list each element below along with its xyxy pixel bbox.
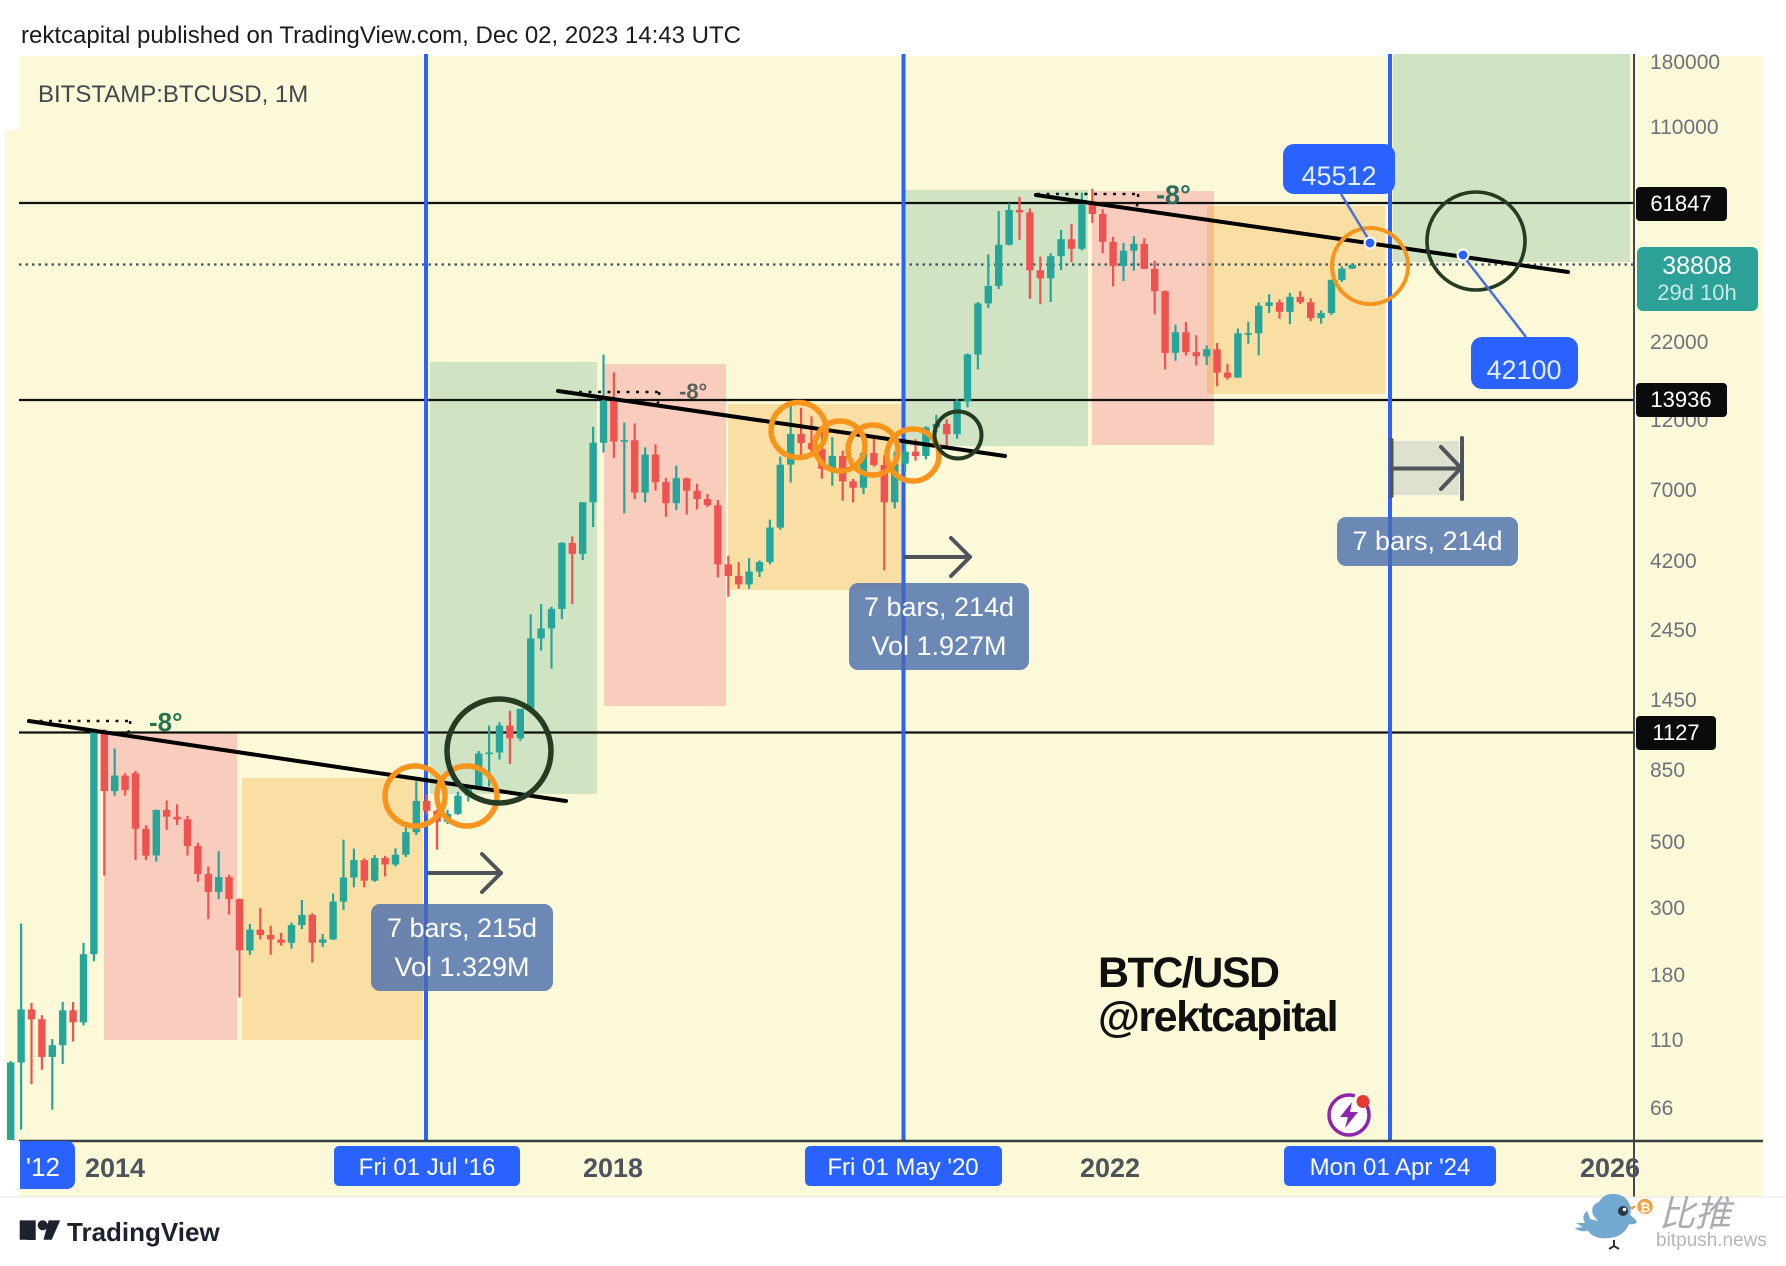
svg-text:2026: 2026 xyxy=(1580,1153,1640,1183)
svg-text:₿: ₿ xyxy=(1640,1200,1651,1215)
svg-text:Fri 01 May '20: Fri 01 May '20 xyxy=(827,1154,978,1181)
svg-text:7 bars, 214d: 7 bars, 214d xyxy=(864,592,1014,622)
svg-text:1450: 1450 xyxy=(1650,689,1697,712)
svg-text:180: 180 xyxy=(1650,964,1685,987)
svg-text:Vol 1.329M: Vol 1.329M xyxy=(394,952,529,982)
svg-text:TradingView: TradingView xyxy=(67,1217,220,1247)
svg-text:-8°: -8° xyxy=(679,379,707,404)
svg-text:7 bars, 214d: 7 bars, 214d xyxy=(1352,526,1502,556)
svg-text:@rektcapital: @rektcapital xyxy=(1098,993,1337,1041)
svg-text:Fri 01 Jul '16: Fri 01 Jul '16 xyxy=(359,1154,496,1181)
svg-text:42100: 42100 xyxy=(1486,355,1561,385)
svg-text:2014: 2014 xyxy=(85,1153,145,1183)
svg-text:-8°: -8° xyxy=(149,707,183,737)
svg-text:110: 110 xyxy=(1650,1029,1683,1052)
svg-text:2018: 2018 xyxy=(583,1153,643,1183)
svg-text:61847: 61847 xyxy=(1650,191,1711,216)
svg-text:BITSTAMP:BTCUSD, 1M: BITSTAMP:BTCUSD, 1M xyxy=(38,81,308,108)
svg-text:850: 850 xyxy=(1650,759,1685,782)
svg-text:Vol 1.927M: Vol 1.927M xyxy=(871,631,1006,661)
svg-text:29d 10h: 29d 10h xyxy=(1657,280,1737,305)
svg-text:4200: 4200 xyxy=(1650,550,1697,573)
svg-text:13936: 13936 xyxy=(1650,387,1711,412)
svg-text:180000: 180000 xyxy=(1650,51,1720,74)
svg-text:'12: '12 xyxy=(26,1152,60,1182)
svg-text:-8°: -8° xyxy=(1156,180,1191,210)
svg-text:比推: 比推 xyxy=(1659,1193,1735,1234)
svg-text:110000: 110000 xyxy=(1650,116,1719,139)
svg-text:BTC/USD: BTC/USD xyxy=(1098,949,1279,997)
svg-text:7 bars, 215d: 7 bars, 215d xyxy=(387,913,537,943)
svg-text:66: 66 xyxy=(1650,1097,1673,1120)
svg-text:Mon 01 Apr '24: Mon 01 Apr '24 xyxy=(1310,1154,1471,1181)
svg-text:300: 300 xyxy=(1650,897,1685,920)
svg-text:38808: 38808 xyxy=(1662,252,1732,280)
svg-text:2450: 2450 xyxy=(1650,619,1697,642)
svg-text:1127: 1127 xyxy=(1652,720,1699,745)
svg-text:45512: 45512 xyxy=(1301,161,1376,191)
svg-text:2022: 2022 xyxy=(1080,1153,1140,1183)
svg-text:bitpush.news: bitpush.news xyxy=(1656,1230,1767,1251)
svg-text:500: 500 xyxy=(1650,831,1685,854)
svg-text:7000: 7000 xyxy=(1650,479,1697,502)
svg-text:22000: 22000 xyxy=(1650,331,1708,354)
svg-text:rektcapital published on Tradi: rektcapital published on TradingView.com… xyxy=(21,22,741,49)
